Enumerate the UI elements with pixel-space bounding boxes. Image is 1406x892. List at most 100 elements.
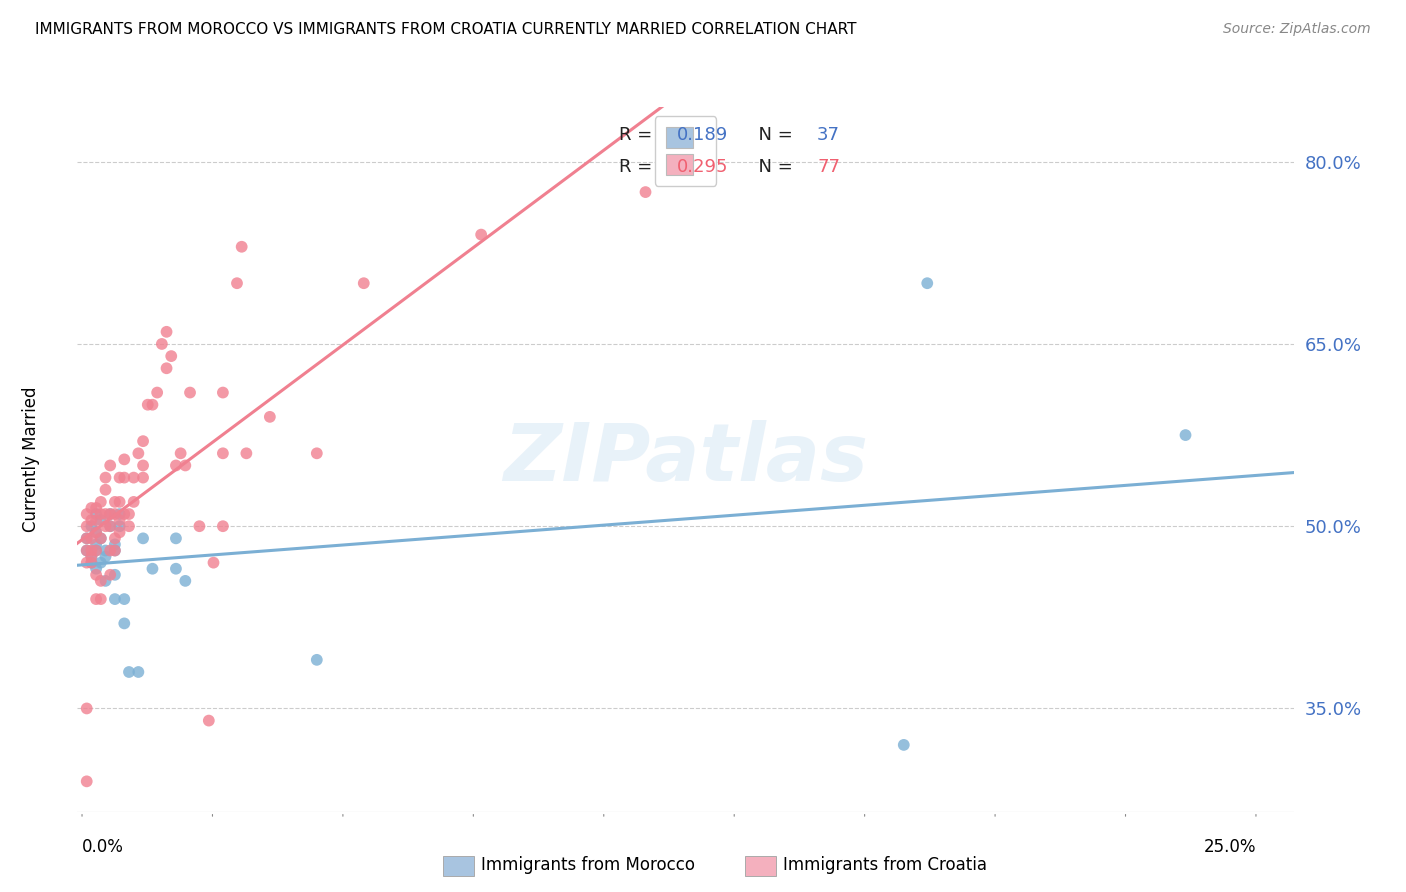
Text: N =: N =	[747, 126, 799, 144]
Text: Source: ZipAtlas.com: Source: ZipAtlas.com	[1223, 22, 1371, 37]
Point	[108, 525, 131, 540]
Point	[893, 738, 915, 752]
Point	[90, 574, 112, 588]
Point	[104, 537, 127, 551]
Point	[112, 507, 135, 521]
Point	[80, 500, 103, 515]
Point	[98, 519, 121, 533]
Point	[165, 532, 187, 546]
Point	[94, 483, 117, 497]
Text: 77: 77	[817, 158, 839, 176]
Text: 0.189: 0.189	[678, 126, 728, 144]
Point	[108, 495, 131, 509]
Point	[84, 525, 107, 540]
Point	[212, 519, 235, 533]
Point	[104, 567, 127, 582]
Point	[470, 227, 492, 242]
Point	[90, 507, 112, 521]
Point	[94, 543, 117, 558]
Point	[80, 513, 103, 527]
Point	[90, 556, 112, 570]
Point	[146, 385, 169, 400]
Point	[132, 458, 155, 473]
Point	[104, 543, 127, 558]
Text: Immigrants from Croatia: Immigrants from Croatia	[783, 856, 987, 874]
Text: 0.0%: 0.0%	[82, 838, 124, 856]
Point	[132, 532, 155, 546]
Point	[165, 562, 187, 576]
Text: Immigrants from Morocco: Immigrants from Morocco	[481, 856, 695, 874]
Point	[198, 714, 221, 728]
Point	[84, 500, 107, 515]
Point	[174, 574, 197, 588]
Point	[90, 495, 112, 509]
Point	[90, 513, 112, 527]
Point	[1174, 428, 1197, 442]
Point	[136, 398, 159, 412]
Text: N =: N =	[747, 158, 799, 176]
Point	[188, 519, 211, 533]
Point	[98, 567, 121, 582]
Point	[122, 470, 145, 484]
Point	[76, 774, 98, 789]
Point	[132, 470, 155, 484]
Point	[165, 458, 187, 473]
Point	[80, 532, 103, 546]
Text: R =: R =	[619, 158, 658, 176]
Point	[76, 532, 98, 546]
Text: 25.0%: 25.0%	[1204, 838, 1256, 856]
Point	[174, 458, 197, 473]
Point	[231, 240, 253, 254]
Point	[98, 458, 121, 473]
Point	[76, 532, 98, 546]
Text: 37: 37	[817, 126, 839, 144]
Point	[76, 507, 98, 521]
Point	[76, 556, 98, 570]
Point	[141, 398, 163, 412]
Point	[169, 446, 191, 460]
Point	[259, 409, 281, 424]
Point	[80, 556, 103, 570]
Text: IMMIGRANTS FROM MOROCCO VS IMMIGRANTS FROM CROATIA CURRENTLY MARRIED CORRELATION: IMMIGRANTS FROM MOROCCO VS IMMIGRANTS FR…	[35, 22, 856, 37]
Point	[80, 549, 103, 564]
Point	[94, 507, 117, 521]
Point	[80, 519, 103, 533]
Point	[108, 513, 131, 527]
Point	[104, 532, 127, 546]
Point	[915, 276, 938, 290]
Point	[94, 519, 117, 533]
Text: ZIPatlas: ZIPatlas	[503, 420, 868, 499]
Point	[84, 525, 107, 540]
Point	[98, 507, 121, 521]
Point	[305, 653, 328, 667]
Point	[127, 446, 149, 460]
Point	[108, 519, 131, 533]
Point	[235, 446, 257, 460]
Point	[155, 325, 177, 339]
Point	[84, 507, 107, 521]
Point	[84, 543, 107, 558]
Legend: , : ,	[655, 116, 716, 186]
Point	[112, 592, 135, 607]
Point	[90, 532, 112, 546]
Point	[104, 592, 127, 607]
Point	[76, 701, 98, 715]
Point	[127, 665, 149, 679]
Point	[202, 556, 225, 570]
Point	[118, 665, 141, 679]
Point	[132, 434, 155, 449]
Point	[353, 276, 375, 290]
Point	[84, 513, 107, 527]
Point	[76, 543, 98, 558]
Point	[90, 592, 112, 607]
Text: R =: R =	[619, 126, 658, 144]
Point	[112, 470, 135, 484]
Point	[104, 495, 127, 509]
Point	[305, 446, 328, 460]
Point	[90, 532, 112, 546]
Point	[84, 567, 107, 582]
Point	[98, 507, 121, 521]
Point	[84, 592, 107, 607]
Point	[212, 385, 235, 400]
Text: 0.295: 0.295	[678, 158, 728, 176]
